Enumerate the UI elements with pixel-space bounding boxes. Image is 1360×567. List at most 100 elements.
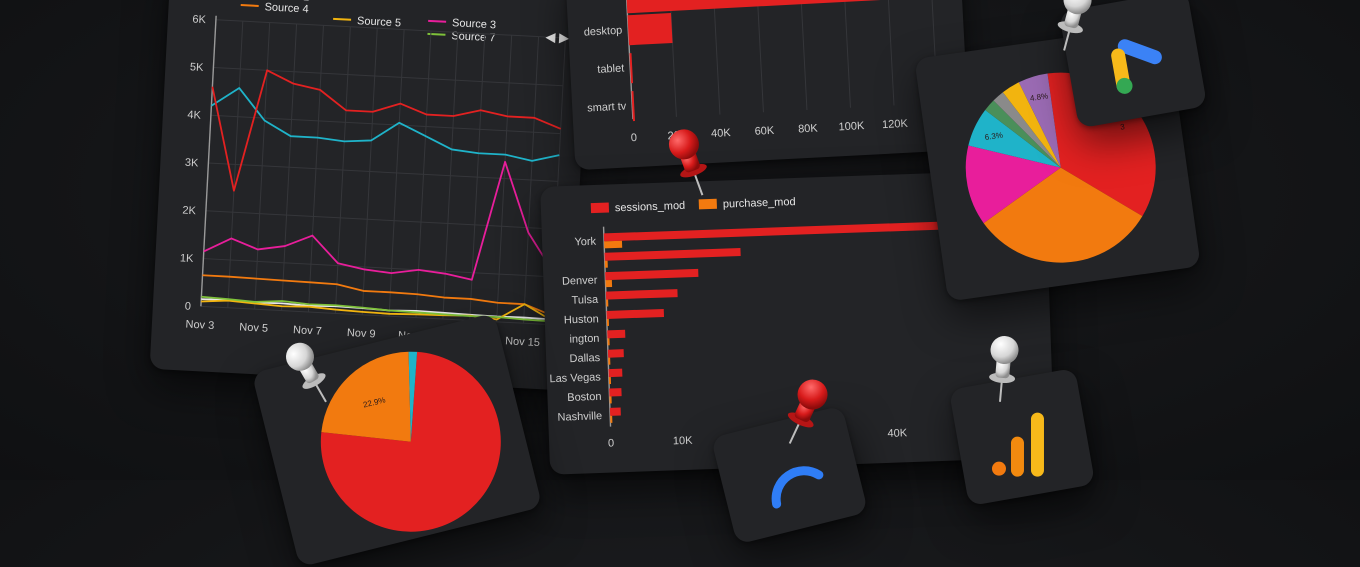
pie-slice bbox=[408, 351, 418, 442]
legend-label: sessions_mod bbox=[615, 200, 686, 214]
x-tick-label: 120K bbox=[882, 118, 909, 131]
legend-item[interactable]: Source 3 bbox=[428, 16, 497, 32]
google-ads-logo-icon bbox=[1111, 39, 1162, 94]
category-label: Nashville bbox=[557, 410, 602, 424]
y-tick-label: 5K bbox=[190, 61, 205, 74]
legend-swatch bbox=[240, 4, 259, 7]
legend-nav-arrows[interactable]: ◀ ▶ bbox=[545, 29, 569, 45]
y-tick-label: 4K bbox=[187, 109, 202, 122]
bar-purchase bbox=[608, 357, 611, 365]
legend-item[interactable]: Source 5 bbox=[333, 14, 402, 30]
x-tick-label: Nov 15 bbox=[505, 335, 540, 349]
bar-sessions bbox=[609, 388, 622, 397]
city-chart-legend: sessions_mod purchase_mod bbox=[590, 196, 796, 427]
category-label: York bbox=[574, 236, 597, 249]
city-chart-bars bbox=[603, 220, 977, 423]
bar-sessions bbox=[604, 248, 741, 261]
x-tick-label: 0 bbox=[631, 132, 638, 144]
grid-line bbox=[205, 210, 556, 230]
google-analytics-card bbox=[948, 367, 1096, 507]
grid-line bbox=[885, 0, 895, 106]
x-tick-label: 20K bbox=[667, 129, 688, 142]
series-line-source-2 bbox=[210, 87, 560, 162]
grid-line bbox=[215, 19, 566, 39]
y-axis-line bbox=[624, 0, 634, 120]
y-axis-line bbox=[602, 226, 612, 427]
pie-slice bbox=[965, 145, 1061, 224]
series-line-source-3 bbox=[203, 160, 554, 281]
legend-item[interactable]: Source 1 bbox=[241, 0, 310, 4]
series-line-source-4 bbox=[202, 274, 552, 316]
y-tick-label: 6K bbox=[192, 14, 207, 27]
grid-line bbox=[469, 33, 486, 321]
category-label: Denver bbox=[562, 274, 598, 287]
grid-line bbox=[203, 258, 553, 278]
series-line-source-7 bbox=[201, 295, 551, 323]
legend-item[interactable]: Source 4 bbox=[240, 0, 309, 16]
grid-line bbox=[442, 32, 459, 320]
legend-label: Source 5 bbox=[357, 15, 402, 29]
legend-swatch bbox=[333, 17, 352, 21]
bar-sessions bbox=[609, 407, 621, 416]
x-tick-label: 10K bbox=[673, 435, 694, 448]
grid-line bbox=[496, 35, 513, 322]
y-tick-label: 1K bbox=[180, 252, 195, 265]
device-bar-chart: desktop tablet smart tv 0 20K 40K 60K 80K 100K 1… bbox=[583, 0, 953, 144]
bar-sessions bbox=[605, 268, 699, 281]
bar-sessions bbox=[605, 289, 678, 300]
x-tick-label: 100K bbox=[838, 120, 865, 133]
grid-line bbox=[307, 25, 324, 312]
bar-purchase bbox=[609, 396, 612, 404]
grid-line bbox=[523, 36, 540, 324]
grid-line bbox=[361, 28, 378, 315]
category-label: Huston bbox=[564, 313, 599, 326]
legend-swatch bbox=[590, 202, 610, 214]
pie-slice bbox=[321, 351, 411, 442]
grid-line bbox=[210, 114, 561, 135]
category-label: Boston bbox=[567, 391, 602, 404]
pie-slice bbox=[1018, 73, 1061, 168]
bar-sessions bbox=[606, 308, 665, 319]
pie-slice bbox=[968, 109, 1061, 168]
bar-purchase bbox=[610, 415, 613, 423]
legend-swatch bbox=[428, 19, 447, 23]
pie-slice bbox=[985, 100, 1061, 168]
x-tick-label: 60K bbox=[754, 125, 775, 138]
bar bbox=[626, 0, 932, 14]
grid-line bbox=[281, 23, 298, 311]
legend-label: purchase_mod bbox=[723, 196, 796, 211]
legend-item[interactable]: Source 2 bbox=[334, 0, 403, 2]
x-tick-label: Nov 5 bbox=[239, 321, 268, 334]
legend-item[interactable]: purchase_mod bbox=[698, 196, 796, 211]
legend-swatch bbox=[698, 198, 717, 210]
line-chart-y-axis: 0 1K 2K 3K 4K 5K 6K bbox=[180, 14, 207, 313]
grid-line bbox=[227, 21, 244, 308]
line-chart-legend: Source 1 Source 2 Source 4 Source 5 Source 3… bbox=[240, 0, 497, 44]
bar bbox=[627, 12, 673, 46]
google-ads-card bbox=[1058, 0, 1208, 129]
device-chart-bars bbox=[626, 0, 932, 122]
legend-label: Source 4 bbox=[264, 1, 309, 15]
legend-item[interactable]: sessions_mod bbox=[590, 200, 686, 215]
x-tick-label: 40K bbox=[711, 127, 732, 140]
x-tick-label: 40K bbox=[887, 427, 908, 440]
line-chart-card: Source 1 Source 2 Source 4 Source 5 Source 3… bbox=[149, 0, 591, 391]
line-chart-series bbox=[201, 69, 562, 323]
series-line-source-6 bbox=[211, 69, 562, 192]
category-label: Las Vegas bbox=[549, 371, 601, 385]
x-tick-label: Nov 3 bbox=[185, 319, 214, 332]
grid-line bbox=[334, 26, 351, 314]
bar-sessions bbox=[607, 349, 624, 358]
bar-purchase bbox=[606, 299, 609, 307]
bar-purchase bbox=[606, 318, 610, 326]
device-chart-x-axis: 020K40K60K80K100K120K140K bbox=[631, 115, 953, 144]
y-tick-label: 3K bbox=[185, 157, 200, 170]
x-tick-label: Nov 9 bbox=[347, 327, 376, 340]
category-label: Tulsa bbox=[571, 294, 599, 307]
device-chart-grid bbox=[624, 0, 938, 120]
y-axis-line bbox=[200, 15, 217, 307]
bar-purchase bbox=[604, 240, 623, 249]
device-bar-chart-card: desktop tablet smart tv 0 20K 40K 60K 80K 100K 1… bbox=[565, 0, 970, 171]
grid-line bbox=[798, 0, 808, 111]
city-chart-y-axis: York Denver Tulsa Huston ington Dallas Las Veg… bbox=[549, 236, 602, 424]
